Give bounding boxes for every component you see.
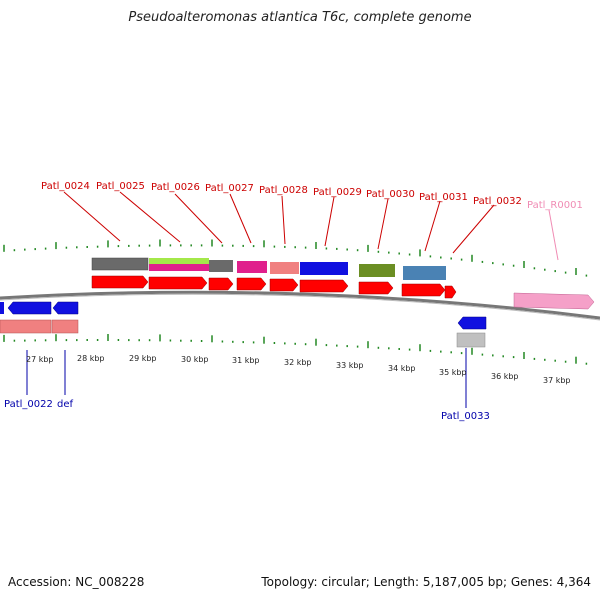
- cog-bar[interactable]: [403, 266, 446, 280]
- gene-arrow[interactable]: [52, 301, 79, 315]
- gene-arrow[interactable]: [444, 285, 457, 299]
- leader-line: [452, 204, 495, 254]
- gene-label[interactable]: Patl_0026: [151, 182, 200, 193]
- leader-line: [229, 193, 252, 244]
- gene-label[interactable]: def: [57, 399, 74, 410]
- gene-arrow[interactable]: [208, 277, 234, 291]
- cog-bar[interactable]: [359, 264, 395, 277]
- scale-label: 30 kbp: [181, 355, 209, 364]
- cog-bar[interactable]: [209, 260, 233, 272]
- label-leader-lines: [26, 191, 559, 408]
- leader-line: [63, 191, 121, 242]
- gene-label[interactable]: Patl_0032: [473, 196, 522, 207]
- leader-line: [174, 193, 223, 244]
- gene-label[interactable]: Patl_0031: [419, 192, 468, 203]
- gene-label[interactable]: Patl_0030: [366, 189, 415, 200]
- gene-label[interactable]: Patl_0029: [313, 187, 362, 198]
- scale-label: 34 kbp: [388, 364, 416, 373]
- scale-labels: 27 kbp 28 kbp 29 kbp 30 kbp 31 kbp 32 kb…: [26, 354, 571, 385]
- bottom-tick-row: [3, 334, 588, 365]
- cog-bars-forward: [91, 257, 446, 280]
- gene-label[interactable]: Patl_0025: [96, 181, 145, 192]
- gene-label[interactable]: Patl_0028: [259, 185, 308, 196]
- leader-line: [119, 191, 181, 243]
- reverse-genes: [0, 301, 487, 330]
- gene-arrow[interactable]: [269, 278, 299, 292]
- cog-bar[interactable]: [300, 262, 348, 275]
- cog-bar[interactable]: [149, 258, 209, 264]
- gene-arrow[interactable]: [7, 301, 52, 315]
- gene-arrow[interactable]: [91, 275, 149, 289]
- cog-bar[interactable]: [270, 262, 299, 274]
- leader-line: [281, 195, 286, 245]
- leader-line: [424, 200, 441, 252]
- leader-line: [377, 198, 389, 250]
- scale-label: 29 kbp: [129, 354, 157, 363]
- scale-label: 35 kbp: [439, 368, 467, 377]
- leader-line: [548, 209, 559, 261]
- top-tick-row: [3, 239, 588, 277]
- gene-label[interactable]: Patl_0024: [41, 181, 90, 192]
- cog-bar[interactable]: [51, 319, 79, 334]
- gene-arrow[interactable]: [0, 302, 4, 314]
- gene-arrow[interactable]: [148, 276, 208, 290]
- gene-label[interactable]: Patl_0033: [441, 411, 490, 422]
- gene-arrow[interactable]: [236, 277, 267, 291]
- cog-bar[interactable]: [91, 257, 149, 271]
- scale-label: 27 kbp: [26, 355, 54, 364]
- scale-label: 33 kbp: [336, 361, 364, 370]
- cog-bar[interactable]: [0, 319, 52, 334]
- cog-bar[interactable]: [237, 261, 267, 273]
- gene-label[interactable]: Patl_0027: [205, 183, 254, 194]
- genome-backbone: [0, 290, 600, 320]
- accession-text: Accession: NC_008228: [8, 575, 145, 589]
- scale-label: 31 kbp: [232, 356, 260, 365]
- leader-line: [324, 196, 335, 247]
- gene-arrow[interactable]: [358, 281, 394, 295]
- rna-gene-arrow[interactable]: [513, 292, 595, 310]
- top-gene-labels: Patl_0024 Patl_0025 Patl_0026 Patl_0027 …: [41, 181, 583, 211]
- scale-label: 37 kbp: [543, 376, 571, 385]
- cog-bar[interactable]: [456, 332, 486, 348]
- gene-label[interactable]: Patl_R0001: [527, 200, 583, 211]
- genome-summary-text: Topology: circular; Length: 5,187,005 bp…: [261, 575, 591, 589]
- cog-bar[interactable]: [149, 264, 209, 271]
- scale-label: 28 kbp: [77, 354, 105, 363]
- gene-arrow[interactable]: [457, 316, 487, 330]
- gene-arrow[interactable]: [299, 279, 349, 293]
- map-title: Pseudoalteromonas atlantica T6c, complet…: [128, 10, 472, 25]
- scale-label: 36 kbp: [491, 372, 519, 381]
- gene-arrow[interactable]: [401, 283, 446, 297]
- genome-backbone-shadow: [0, 293, 600, 321]
- gene-label[interactable]: Patl_0022: [4, 399, 53, 410]
- bottom-gene-labels: Patl_0022 def Patl_0033: [4, 399, 490, 422]
- scale-label: 32 kbp: [284, 358, 312, 367]
- cog-bars-reverse: [0, 319, 486, 348]
- forward-genes: [91, 275, 595, 310]
